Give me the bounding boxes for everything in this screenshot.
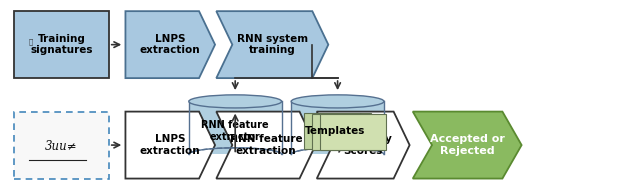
Polygon shape [317, 112, 410, 179]
Text: 3ии≠: 3ии≠ [45, 140, 77, 153]
Text: LNPS
extraction: LNPS extraction [140, 134, 200, 156]
Text: RNN system
training: RNN system training [237, 34, 308, 55]
Text: Training
signatures: Training signatures [30, 34, 93, 55]
Text: RNN feature
extractor: RNN feature extractor [202, 120, 269, 142]
Text: Similarity
Scores: Similarity Scores [335, 134, 392, 156]
Polygon shape [216, 11, 328, 78]
Text: Templates: Templates [305, 126, 365, 136]
Ellipse shape [291, 95, 384, 108]
Polygon shape [413, 112, 522, 179]
Polygon shape [216, 112, 316, 179]
Text: ⬛: ⬛ [29, 38, 33, 45]
Polygon shape [125, 11, 215, 78]
Bar [14, 112, 109, 179]
Text: RNN feature
extraction: RNN feature extraction [230, 134, 302, 156]
Polygon shape [125, 112, 215, 179]
Bar [14, 11, 109, 78]
Bar [304, 113, 371, 149]
Bar [312, 114, 379, 150]
Bar [319, 114, 387, 150]
Ellipse shape [189, 95, 282, 108]
Bar [189, 101, 282, 154]
Bar [291, 101, 384, 154]
Text: Accepted or
Rejected: Accepted or Rejected [430, 134, 504, 156]
Text: LNPS
extraction: LNPS extraction [140, 34, 200, 55]
